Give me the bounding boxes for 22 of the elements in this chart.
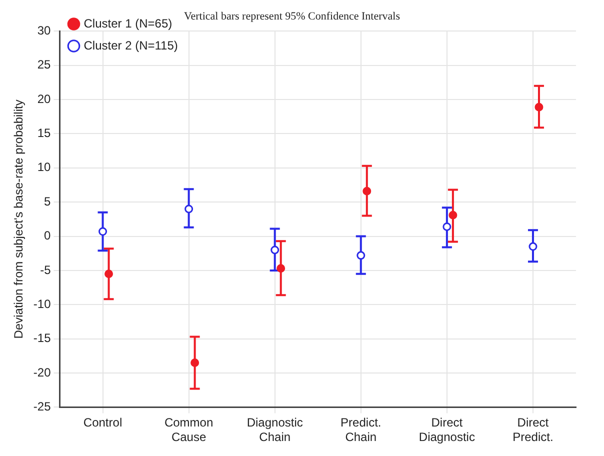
y-tick-label: -15 <box>33 331 52 346</box>
x-tick-label: Common Cause <box>164 416 214 444</box>
x-tick-label: Control <box>83 416 122 430</box>
legend-label: Cluster 2 (N=115) <box>84 38 178 52</box>
y-tick-label: 20 <box>37 92 52 106</box>
legend-label: Cluster 1 (N=65) <box>84 16 172 30</box>
y-tick-label: 10 <box>37 160 52 174</box>
x-tick-label: Diagnostic Chain <box>246 416 303 444</box>
chart-title: Vertical bars represent 95% Confidence Intervals <box>184 10 400 22</box>
y-tick-label: 15 <box>37 126 52 140</box>
y-tick-label: -20 <box>33 365 52 380</box>
x-tick-label: Direct Predict. <box>512 416 554 444</box>
y-tick-label: 0 <box>44 228 52 243</box>
y-tick-label: 25 <box>37 58 52 72</box>
y-tick-label: 5 <box>44 194 52 208</box>
y-tick-label: 30 <box>37 24 52 38</box>
x-tick-label: Direct Diagnostic <box>418 416 475 444</box>
y-axis-title: Deviation from subject's base-rate probability <box>12 100 26 339</box>
y-tick-label: -5 <box>40 262 52 277</box>
x-tick-label: Predict. Chain <box>340 416 382 444</box>
y-tick-label: -25 <box>33 400 52 414</box>
y-tick-label: -10 <box>33 296 52 311</box>
